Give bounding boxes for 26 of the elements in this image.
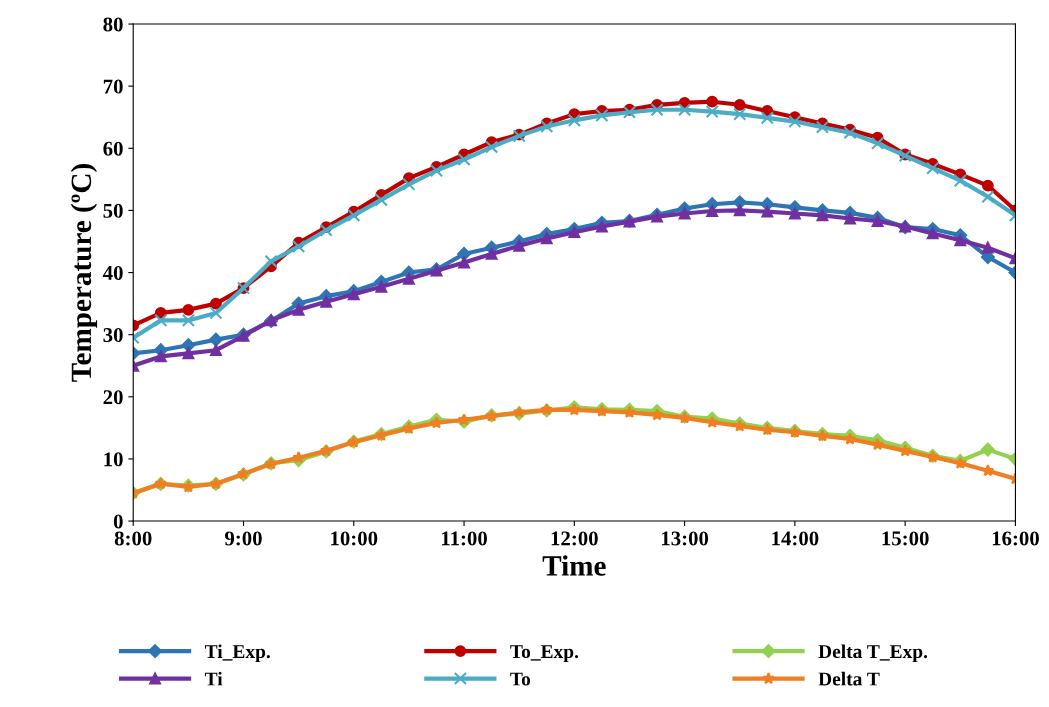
y-tick-label: 10	[104, 452, 123, 467]
x-tick-label: 15:00	[882, 531, 929, 546]
y-axis-title: Temperature (ºC)	[70, 164, 98, 382]
x-tick-label: 10:00	[331, 531, 378, 546]
y-tick-label: 40	[102, 265, 123, 280]
x-tick-label: 12:00	[551, 531, 598, 546]
x-tick-label: 8:00	[114, 531, 152, 546]
y-tick-label: 30	[103, 328, 123, 343]
x-tick-label: 13:00	[661, 531, 709, 546]
legend-label: Ti	[204, 671, 223, 686]
y-tick-label: 50	[103, 203, 123, 218]
y-tick-label: 0	[113, 514, 123, 529]
legend-label: To_Exp.	[510, 645, 579, 663]
x-axis-title: Time	[542, 555, 606, 576]
legend-label: Delta T	[818, 671, 880, 686]
x-tick-label: 14:00	[772, 531, 819, 546]
y-tick-label: 60	[103, 141, 123, 156]
legend-label: Ti_Exp.	[204, 644, 270, 663]
y-tick-label: 80	[103, 17, 123, 32]
legend-label: To	[510, 672, 531, 686]
x-tick-label: 9:00	[224, 531, 262, 546]
y-tick-label: 20	[103, 390, 123, 405]
y-tick-label: 70	[103, 79, 123, 94]
x-tick-label: 11:00	[441, 531, 487, 546]
legend-label: Delta T_Exp.	[818, 644, 928, 663]
x-tick-label: 16:00	[992, 531, 1039, 546]
